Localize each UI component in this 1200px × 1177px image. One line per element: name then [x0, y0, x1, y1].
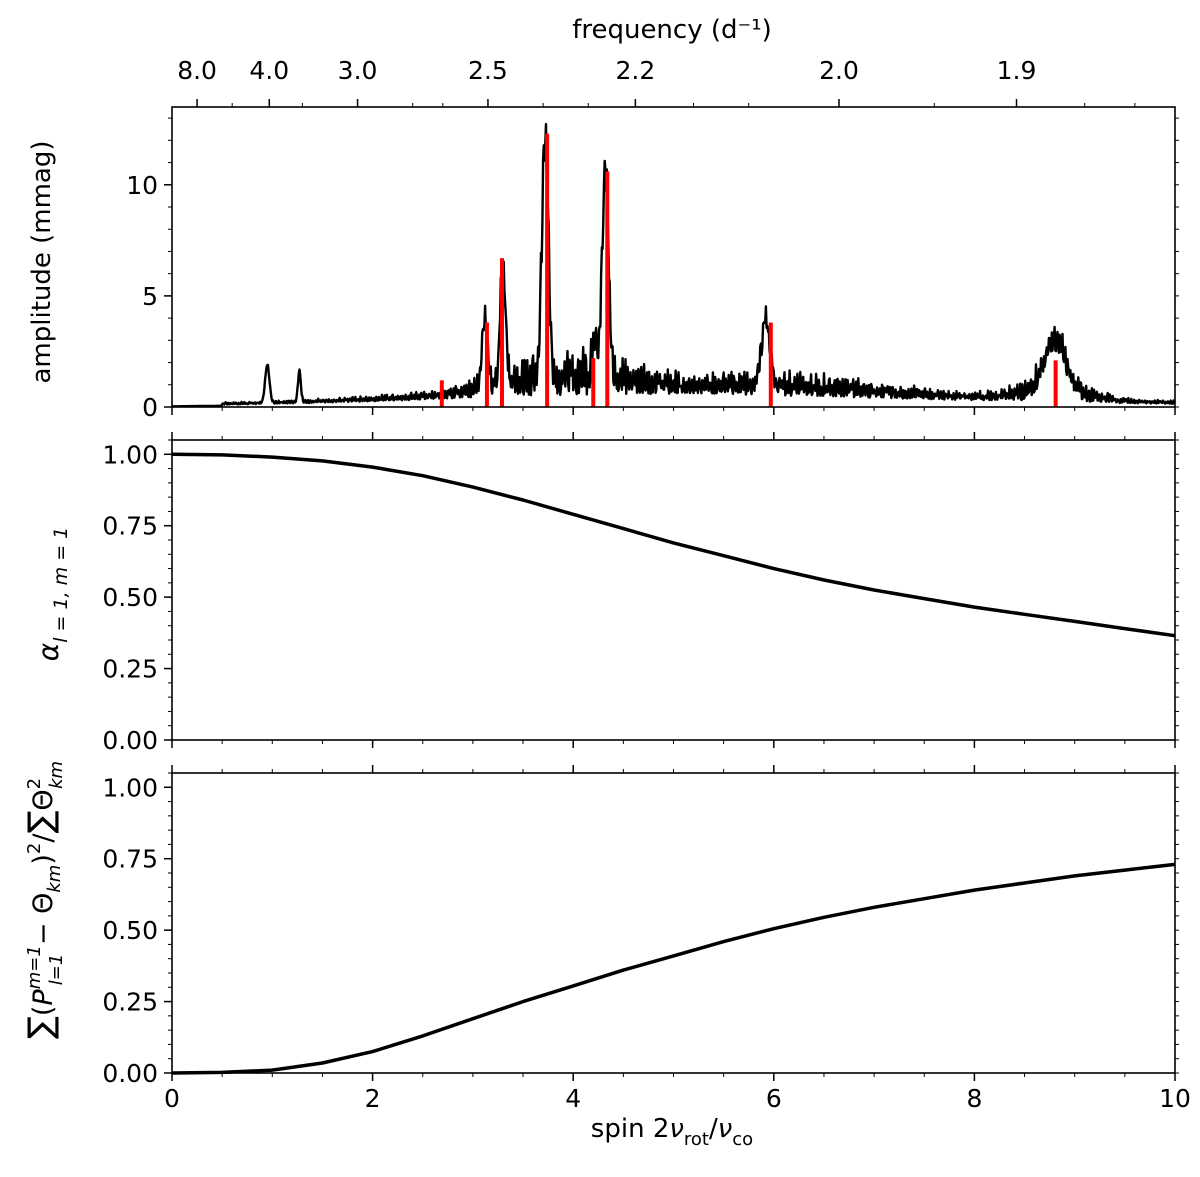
y-tick-label: 0.50: [102, 583, 158, 612]
freq-tick-label: 3.0: [338, 56, 378, 85]
freq-tick-label: 2.2: [616, 56, 656, 85]
alpha-axis-label: αl = 1, m = 1: [32, 527, 72, 662]
y-tick-label: 1.00: [102, 440, 158, 469]
frequency-axis-label: frequency (d⁻¹): [572, 15, 772, 45]
y-tick-label: 0.50: [102, 916, 158, 945]
alpha-curve: [171, 452, 1176, 638]
freq-tick-label: 1.9: [997, 56, 1037, 85]
y-tick-label: 0.00: [102, 726, 158, 755]
y-tick-label: 1.00: [102, 773, 158, 802]
amplitude-axis-label: amplitude (mmag): [27, 140, 57, 383]
y-tick-label: 0.25: [102, 655, 158, 684]
freq-tick-label: 2.5: [468, 56, 508, 85]
axes-frame: [171, 106, 1176, 408]
x-tick-label: 8: [966, 1084, 982, 1113]
mismatch-axes: 0.00 0.25 0.50 0.75 1.00 0 2 4 6 8 10: [102, 765, 1191, 1113]
axes-frame: [171, 439, 1176, 741]
freq-tick-label: 4.0: [249, 56, 289, 85]
y-tick-label: 0.75: [102, 845, 158, 874]
panel-amplitude-spectrum: 0 5 10 8.0 4.0 3.0 2.5 2.2 2.0 1.9 frequency (d⁻¹…: [27, 15, 1179, 422]
x-tick-label: 4: [565, 1084, 581, 1113]
spectrum-plot-area: [171, 122, 1176, 408]
y-tick-label: 0.25: [102, 988, 158, 1017]
y-tick-label: 5: [142, 282, 158, 311]
mismatch-curve: [171, 862, 1176, 1075]
freq-tick-label: 2.0: [819, 56, 859, 85]
y-tick-label: 0.00: [102, 1059, 158, 1088]
x-tick-label: 6: [766, 1084, 782, 1113]
spin-axis-label: spin 2νrot/νco: [591, 1114, 753, 1150]
panel-mismatch: 0.00 0.25 0.50 0.75 1.00 0 2 4 6 8 10 ∑(Pm=1l=1 − …: [21, 761, 1191, 1150]
alpha-axes: 0.00 0.25 0.50 0.75 1.00: [102, 432, 1179, 755]
x-tick-label: 0: [164, 1084, 180, 1113]
y-tick-label: 0: [142, 393, 158, 422]
y-tick-label: 0.75: [102, 512, 158, 541]
axes-frame: [171, 772, 1176, 1074]
y-tick-label: 10: [126, 171, 158, 200]
spectrum-line: [171, 122, 1176, 408]
x-tick-label: 2: [365, 1084, 381, 1113]
x-tick-label: 10: [1159, 1084, 1191, 1113]
mismatch-axis-label: ∑(Pm=1l=1 − Θkm)2/∑Θ2km: [21, 761, 67, 1039]
freq-tick-label: 8.0: [177, 56, 217, 85]
panel-alpha: 0.00 0.25 0.50 0.75 1.00 αl = 1, m = 1: [32, 432, 1179, 755]
spectrum-axes: 0 5 10 8.0 4.0 3.0 2.5 2.2 2.0 1.9: [126, 56, 1179, 422]
